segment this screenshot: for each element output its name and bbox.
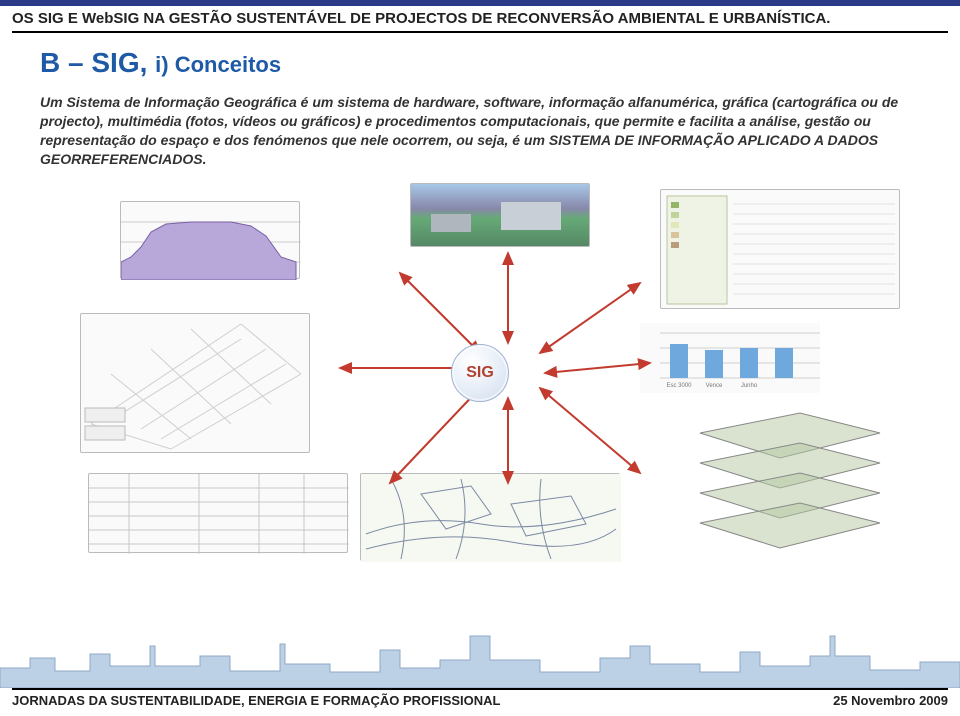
title-sig: SIG bbox=[91, 47, 139, 78]
bar-label: Esc 3000 bbox=[666, 383, 692, 389]
cad-panel bbox=[80, 313, 310, 453]
bar-label: Vence bbox=[706, 383, 723, 389]
photo-panel bbox=[410, 183, 590, 247]
content-area: B – SIG, i) Conceitos Um Sistema de Info… bbox=[0, 33, 960, 563]
slide-footer: JORNADAS DA SUSTENTABILIDADE, ENERGIA E … bbox=[0, 688, 960, 716]
slide-page: OS SIG E WebSIG NA GESTÃO SUSTENTÁVEL DE… bbox=[0, 0, 960, 716]
table-panel bbox=[88, 473, 348, 553]
title-dash: – bbox=[60, 47, 91, 78]
legend-panel bbox=[660, 189, 900, 309]
bar-label: Junho bbox=[741, 383, 758, 389]
profile-chart-panel bbox=[120, 201, 300, 279]
skyline-graphic bbox=[0, 616, 960, 688]
header-title: OS SIG E WebSIG NA GESTÃO SUSTENTÁVEL DE… bbox=[12, 10, 948, 27]
sig-badge-label: SIG bbox=[466, 364, 494, 382]
layers-panel bbox=[660, 403, 900, 553]
title-letter-b: B bbox=[40, 47, 60, 78]
title-sub: i) Conceitos bbox=[155, 52, 281, 77]
footer-right: 25 Novembro 2009 bbox=[833, 693, 948, 708]
slide-header: OS SIG E WebSIG NA GESTÃO SUSTENTÁVEL DE… bbox=[0, 6, 960, 27]
profile-chart bbox=[121, 202, 301, 280]
definition-paragraph: Um Sistema de Informação Geográfica é um… bbox=[40, 93, 920, 169]
sig-diagram: Esc 3000 Vence Junho bbox=[40, 183, 920, 563]
section-title: B – SIG, i) Conceitos bbox=[40, 47, 920, 79]
bar-chart: Esc 3000 Vence Junho bbox=[640, 323, 820, 393]
footer-left: JORNADAS DA SUSTENTABILIDADE, ENERGIA E … bbox=[12, 693, 500, 708]
title-comma: , bbox=[140, 47, 156, 78]
map-panel bbox=[360, 473, 620, 561]
bar-chart-panel: Esc 3000 Vence Junho bbox=[640, 323, 820, 393]
sig-badge: SIG bbox=[451, 344, 509, 402]
